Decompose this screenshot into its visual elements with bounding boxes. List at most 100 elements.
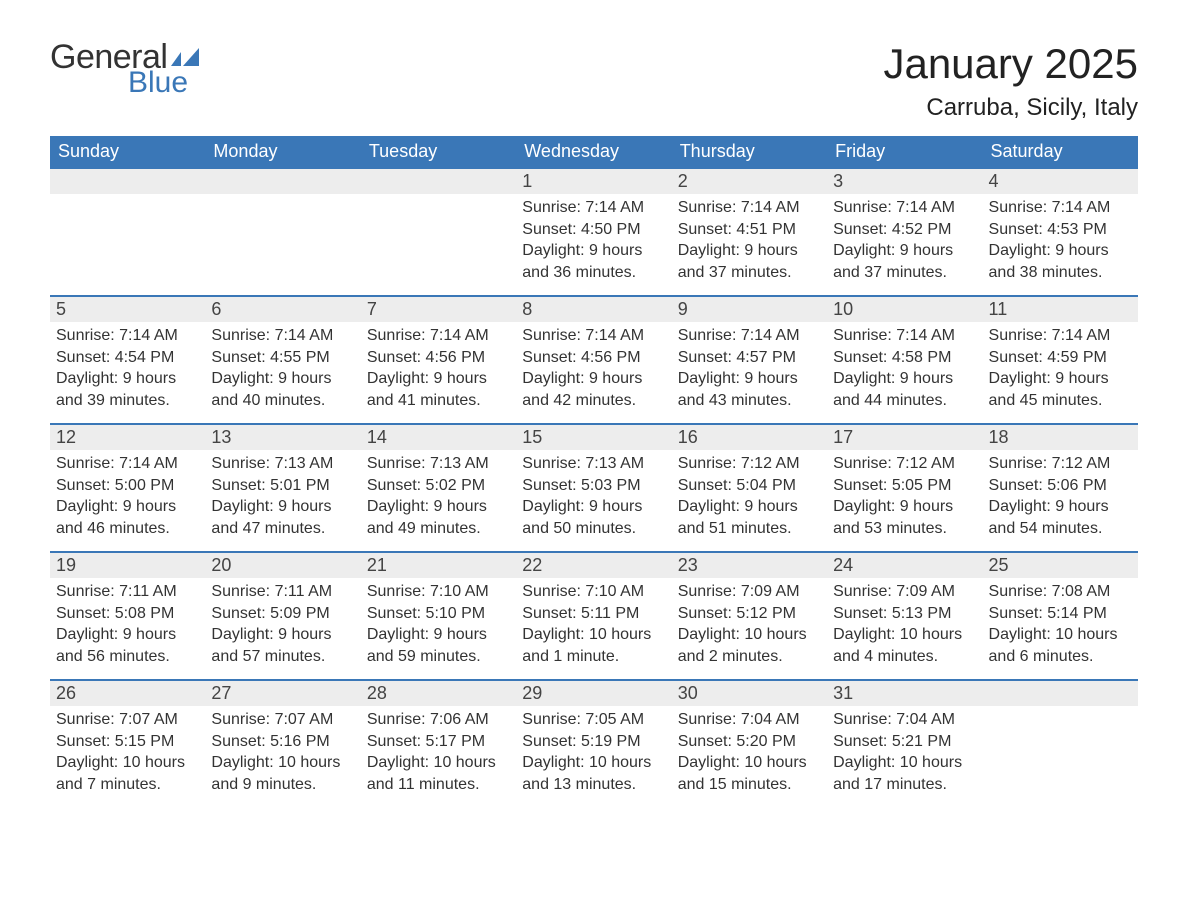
sunrise-line: Sunrise: 7:14 AM <box>989 325 1132 347</box>
day-details: Sunrise: 7:12 AMSunset: 5:05 PMDaylight:… <box>827 450 982 545</box>
calendar-day-cell <box>205 167 360 295</box>
sunset-line: Sunset: 4:56 PM <box>367 347 510 369</box>
sunrise-line: Sunrise: 7:14 AM <box>56 453 199 475</box>
sunrise-line: Sunrise: 7:07 AM <box>211 709 354 731</box>
daylight-line-1: Daylight: 9 hours <box>56 496 199 518</box>
sunset-line: Sunset: 4:53 PM <box>989 219 1132 241</box>
day-details: Sunrise: 7:13 AMSunset: 5:02 PMDaylight:… <box>361 450 516 545</box>
calendar-day-cell: 17Sunrise: 7:12 AMSunset: 5:05 PMDayligh… <box>827 423 982 551</box>
calendar-day-cell: 22Sunrise: 7:10 AMSunset: 5:11 PMDayligh… <box>516 551 671 679</box>
day-number: 12 <box>50 423 205 450</box>
daylight-line-1: Daylight: 10 hours <box>833 752 976 774</box>
daylight-line-1: Daylight: 9 hours <box>211 624 354 646</box>
day-details: Sunrise: 7:14 AMSunset: 4:53 PMDaylight:… <box>983 194 1138 289</box>
daylight-line-2: and 4 minutes. <box>833 646 976 668</box>
sunset-line: Sunset: 5:09 PM <box>211 603 354 625</box>
weekday-header-row: SundayMondayTuesdayWednesdayThursdayFrid… <box>50 136 1138 167</box>
day-number: 30 <box>672 679 827 706</box>
daylight-line-1: Daylight: 10 hours <box>678 752 821 774</box>
sunset-line: Sunset: 4:54 PM <box>56 347 199 369</box>
day-details: Sunrise: 7:14 AMSunset: 4:52 PMDaylight:… <box>827 194 982 289</box>
daylight-line-1: Daylight: 9 hours <box>833 496 976 518</box>
day-details: Sunrise: 7:11 AMSunset: 5:08 PMDaylight:… <box>50 578 205 673</box>
daylight-line-1: Daylight: 9 hours <box>56 368 199 390</box>
daylight-line-2: and 51 minutes. <box>678 518 821 540</box>
sunset-line: Sunset: 5:21 PM <box>833 731 976 753</box>
day-details: Sunrise: 7:07 AMSunset: 5:16 PMDaylight:… <box>205 706 360 801</box>
calendar-day-cell: 18Sunrise: 7:12 AMSunset: 5:06 PMDayligh… <box>983 423 1138 551</box>
daylight-line-2: and 36 minutes. <box>522 262 665 284</box>
calendar-day-cell: 20Sunrise: 7:11 AMSunset: 5:09 PMDayligh… <box>205 551 360 679</box>
calendar-day-cell <box>361 167 516 295</box>
day-details: Sunrise: 7:10 AMSunset: 5:11 PMDaylight:… <box>516 578 671 673</box>
daylight-line-1: Daylight: 10 hours <box>678 624 821 646</box>
day-number: 23 <box>672 551 827 578</box>
day-number: 22 <box>516 551 671 578</box>
day-number: 6 <box>205 295 360 322</box>
weekday-header: Sunday <box>50 136 205 167</box>
day-number <box>983 679 1138 706</box>
day-details: Sunrise: 7:12 AMSunset: 5:04 PMDaylight:… <box>672 450 827 545</box>
day-number: 27 <box>205 679 360 706</box>
sunrise-line: Sunrise: 7:08 AM <box>989 581 1132 603</box>
daylight-line-2: and 15 minutes. <box>678 774 821 796</box>
sunset-line: Sunset: 5:03 PM <box>522 475 665 497</box>
daylight-line-1: Daylight: 9 hours <box>211 368 354 390</box>
daylight-line-1: Daylight: 9 hours <box>522 496 665 518</box>
daylight-line-2: and 39 minutes. <box>56 390 199 412</box>
day-details: Sunrise: 7:09 AMSunset: 5:13 PMDaylight:… <box>827 578 982 673</box>
calendar-day-cell: 15Sunrise: 7:13 AMSunset: 5:03 PMDayligh… <box>516 423 671 551</box>
sunrise-line: Sunrise: 7:04 AM <box>678 709 821 731</box>
day-details: Sunrise: 7:05 AMSunset: 5:19 PMDaylight:… <box>516 706 671 801</box>
day-details: Sunrise: 7:04 AMSunset: 5:21 PMDaylight:… <box>827 706 982 801</box>
day-number: 19 <box>50 551 205 578</box>
sunrise-line: Sunrise: 7:09 AM <box>678 581 821 603</box>
daylight-line-1: Daylight: 9 hours <box>678 368 821 390</box>
daylight-line-1: Daylight: 9 hours <box>367 368 510 390</box>
sunset-line: Sunset: 4:55 PM <box>211 347 354 369</box>
sunrise-line: Sunrise: 7:13 AM <box>522 453 665 475</box>
sunrise-line: Sunrise: 7:14 AM <box>56 325 199 347</box>
calendar-day-cell <box>50 167 205 295</box>
sunrise-line: Sunrise: 7:11 AM <box>56 581 199 603</box>
location: Carruba, Sicily, Italy <box>883 94 1138 122</box>
daylight-line-2: and 37 minutes. <box>678 262 821 284</box>
sunset-line: Sunset: 5:17 PM <box>367 731 510 753</box>
sunrise-line: Sunrise: 7:06 AM <box>367 709 510 731</box>
sunset-line: Sunset: 5:14 PM <box>989 603 1132 625</box>
daylight-line-1: Daylight: 9 hours <box>522 368 665 390</box>
calendar-day-cell: 12Sunrise: 7:14 AMSunset: 5:00 PMDayligh… <box>50 423 205 551</box>
calendar-day-cell <box>983 679 1138 807</box>
day-number: 18 <box>983 423 1138 450</box>
daylight-line-1: Daylight: 9 hours <box>522 240 665 262</box>
calendar-day-cell: 23Sunrise: 7:09 AMSunset: 5:12 PMDayligh… <box>672 551 827 679</box>
calendar-day-cell: 27Sunrise: 7:07 AMSunset: 5:16 PMDayligh… <box>205 679 360 807</box>
daylight-line-1: Daylight: 9 hours <box>367 624 510 646</box>
day-number: 14 <box>361 423 516 450</box>
sunrise-line: Sunrise: 7:12 AM <box>678 453 821 475</box>
calendar-day-cell: 31Sunrise: 7:04 AMSunset: 5:21 PMDayligh… <box>827 679 982 807</box>
day-details: Sunrise: 7:14 AMSunset: 4:56 PMDaylight:… <box>361 322 516 417</box>
day-details: Sunrise: 7:06 AMSunset: 5:17 PMDaylight:… <box>361 706 516 801</box>
sunrise-line: Sunrise: 7:14 AM <box>833 197 976 219</box>
day-number: 16 <box>672 423 827 450</box>
day-details: Sunrise: 7:14 AMSunset: 5:00 PMDaylight:… <box>50 450 205 545</box>
weekday-header: Saturday <box>983 136 1138 167</box>
calendar-day-cell: 8Sunrise: 7:14 AMSunset: 4:56 PMDaylight… <box>516 295 671 423</box>
calendar-table: SundayMondayTuesdayWednesdayThursdayFrid… <box>50 136 1138 807</box>
sunset-line: Sunset: 4:51 PM <box>678 219 821 241</box>
day-number: 24 <box>827 551 982 578</box>
sunset-line: Sunset: 5:02 PM <box>367 475 510 497</box>
sunset-line: Sunset: 5:20 PM <box>678 731 821 753</box>
sunset-line: Sunset: 5:04 PM <box>678 475 821 497</box>
calendar-day-cell: 5Sunrise: 7:14 AMSunset: 4:54 PMDaylight… <box>50 295 205 423</box>
sunset-line: Sunset: 5:16 PM <box>211 731 354 753</box>
day-number: 20 <box>205 551 360 578</box>
day-details: Sunrise: 7:14 AMSunset: 4:58 PMDaylight:… <box>827 322 982 417</box>
daylight-line-1: Daylight: 10 hours <box>211 752 354 774</box>
day-details: Sunrise: 7:08 AMSunset: 5:14 PMDaylight:… <box>983 578 1138 673</box>
day-number <box>205 167 360 194</box>
sunrise-line: Sunrise: 7:07 AM <box>56 709 199 731</box>
daylight-line-2: and 53 minutes. <box>833 518 976 540</box>
daylight-line-2: and 2 minutes. <box>678 646 821 668</box>
